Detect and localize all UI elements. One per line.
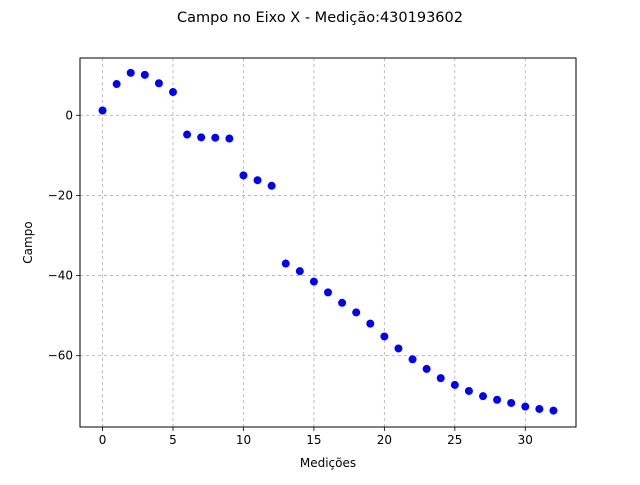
x-tick-label: 15: [306, 433, 321, 447]
data-point: [408, 355, 417, 364]
data-point: [154, 79, 163, 88]
data-point: [281, 259, 290, 268]
data-point: [549, 406, 558, 415]
data-point: [464, 386, 473, 395]
x-tick-label: 10: [236, 433, 251, 447]
data-point: [338, 298, 347, 307]
data-point: [98, 106, 107, 115]
data-point: [380, 332, 389, 341]
data-point: [521, 402, 530, 411]
axis-ticks: 0 5 10 15 20 25 30 0 −20 −40 −60: [48, 108, 533, 447]
data-point: [352, 308, 361, 317]
data-point: [309, 277, 318, 286]
data-point: [450, 380, 459, 389]
data-point: [267, 181, 276, 190]
data-point: [253, 176, 262, 185]
y-tick-label: 0: [65, 108, 73, 122]
data-point: [225, 134, 234, 143]
data-point: [366, 319, 375, 328]
data-point: [169, 88, 177, 97]
data-point: [394, 344, 403, 353]
data-point: [112, 80, 121, 89]
data-point: [422, 364, 431, 373]
data-point: [479, 392, 487, 401]
data-points: [98, 68, 558, 415]
x-tick-label: 25: [447, 433, 462, 447]
plot-frame: [79, 57, 577, 428]
data-point: [535, 404, 544, 413]
y-tick-label: −60: [48, 349, 73, 363]
y-tick-label: −40: [48, 269, 73, 283]
data-point: [493, 395, 502, 404]
x-tick-label: 20: [377, 433, 392, 447]
x-tick-label: 30: [518, 433, 533, 447]
data-point: [324, 288, 332, 297]
data-point: [140, 70, 149, 79]
data-point: [126, 68, 135, 77]
x-tick-label: 0: [99, 433, 107, 447]
data-point: [295, 267, 304, 276]
data-point: [211, 133, 220, 142]
grid-lines: [80, 58, 576, 427]
x-axis-label: Medições: [300, 456, 356, 470]
data-point: [436, 374, 445, 383]
data-point: [507, 398, 516, 407]
data-point: [183, 130, 192, 139]
x-tick-label: 5: [169, 433, 177, 447]
chart-title: Campo no Eixo X - Medição:430193602: [177, 10, 463, 26]
data-point: [239, 171, 248, 180]
data-point: [197, 133, 206, 142]
y-tick-label: −20: [48, 188, 73, 202]
y-axis-label: Campo: [21, 221, 35, 263]
